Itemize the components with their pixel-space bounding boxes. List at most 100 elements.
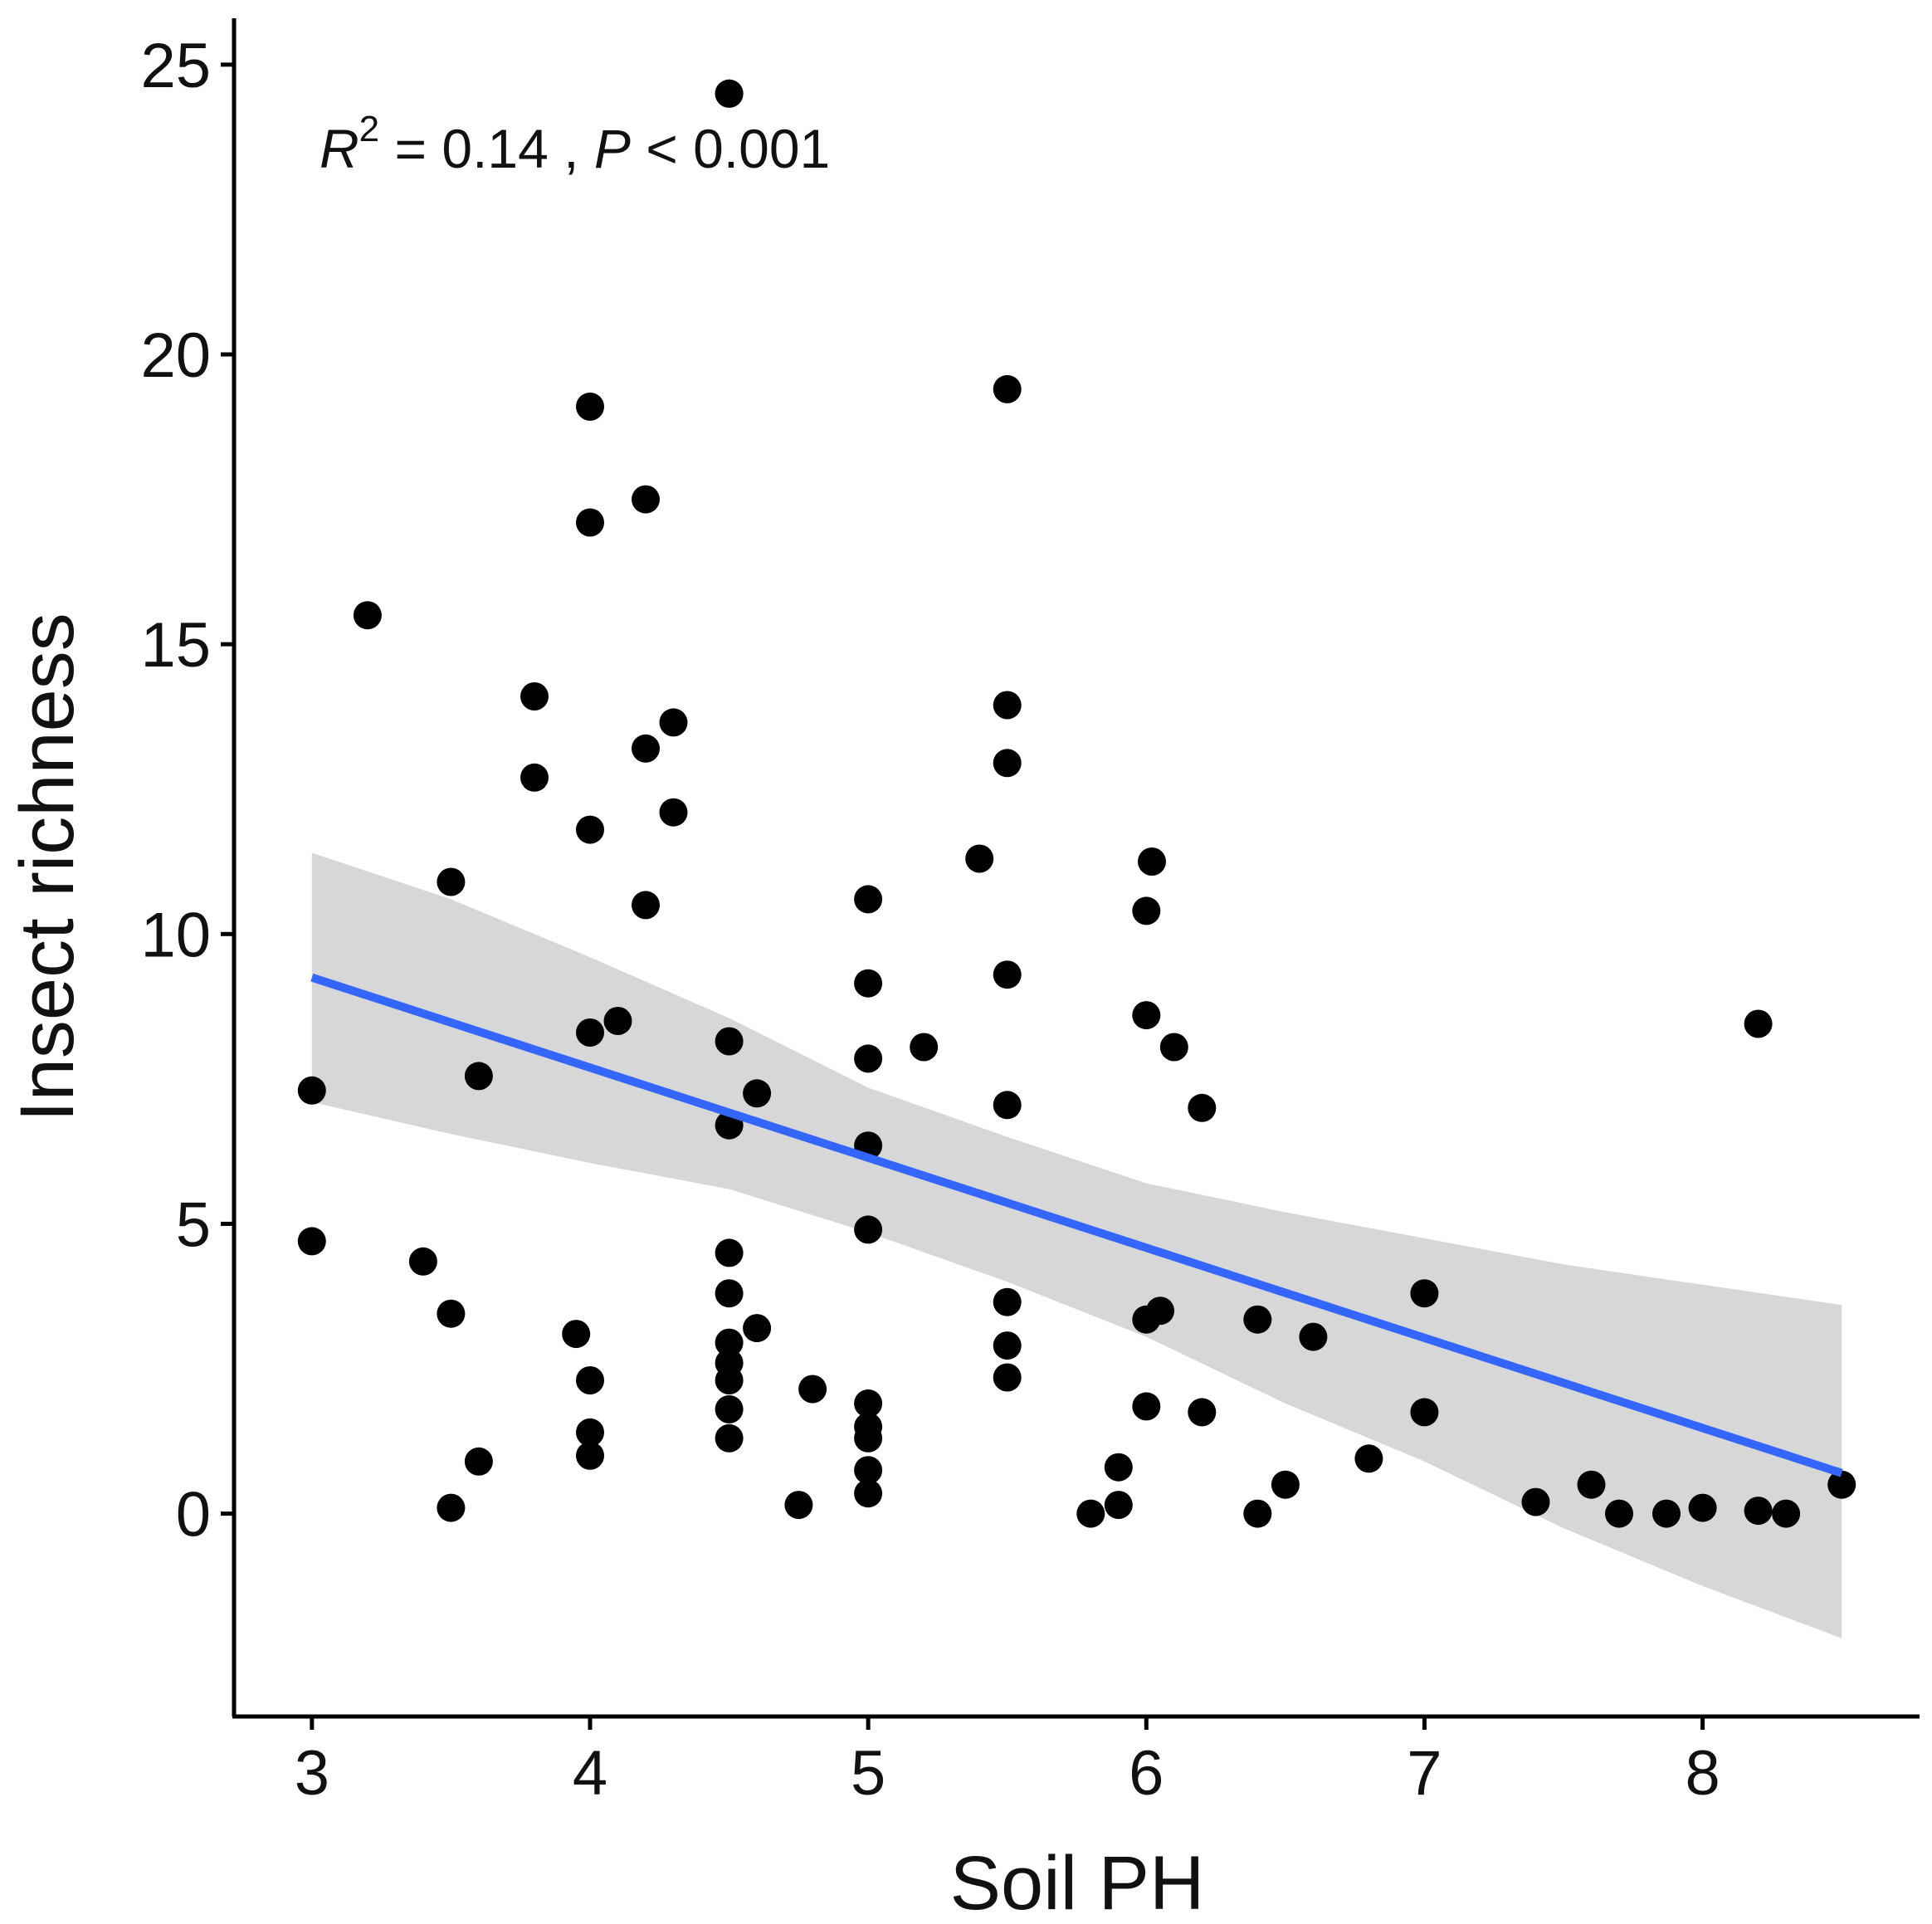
data-point [1410, 1279, 1439, 1308]
regression-annotation: R2 = 0.14 , P < 0.001 [320, 109, 830, 179]
data-point [632, 891, 660, 920]
data-points-layer [297, 79, 1856, 1528]
data-point [715, 1279, 744, 1308]
x-axis-ticks: 3 4 5 6 7 8 [295, 1716, 1720, 1809]
data-point [576, 508, 604, 537]
data-point [437, 867, 466, 896]
data-point [715, 1238, 744, 1267]
data-point [715, 79, 744, 108]
data-point [715, 1027, 744, 1056]
data-point [1138, 847, 1166, 876]
x-tick-label: 8 [1685, 1738, 1720, 1809]
x-tick-label: 4 [573, 1738, 607, 1809]
data-point [1354, 1444, 1383, 1473]
data-point [576, 1441, 604, 1470]
r-squared-exponent: 2 [359, 109, 379, 149]
data-point [1744, 1009, 1773, 1038]
data-point [1104, 1491, 1133, 1520]
data-point [854, 885, 883, 914]
y-tick-label: 20 [140, 320, 211, 391]
x-tick-label: 7 [1407, 1738, 1442, 1809]
data-point [1076, 1499, 1105, 1528]
x-axis-title: Soil PH [950, 1841, 1205, 1924]
data-point [297, 1076, 326, 1105]
data-point [715, 1423, 744, 1453]
data-point [993, 1331, 1022, 1360]
data-point [576, 1366, 604, 1394]
data-point [784, 1491, 813, 1520]
data-point [408, 1247, 437, 1276]
data-point [632, 485, 660, 514]
p-symbol: P [594, 118, 631, 179]
data-point [576, 815, 604, 844]
y-axis-ticks: 0 5 10 15 20 25 [140, 31, 234, 1550]
data-point [659, 798, 688, 827]
confidence-band-layer [311, 852, 1842, 1638]
data-point [1104, 1453, 1133, 1482]
data-point [1132, 1001, 1161, 1030]
r-squared-value: = 0.14 , [379, 118, 594, 179]
data-point [854, 1479, 883, 1508]
x-tick-label: 3 [295, 1738, 329, 1809]
data-point [1772, 1499, 1801, 1528]
y-tick-label: 0 [176, 1480, 211, 1550]
data-point [520, 763, 549, 792]
data-point [659, 708, 688, 737]
data-point [993, 749, 1022, 778]
data-point [993, 1287, 1022, 1316]
data-point [993, 1091, 1022, 1120]
data-point [576, 1018, 604, 1047]
data-point [437, 1299, 466, 1328]
data-point [798, 1375, 827, 1404]
data-point [715, 1394, 744, 1423]
data-point [1243, 1499, 1272, 1528]
data-point [576, 1418, 604, 1447]
data-point [464, 1062, 493, 1091]
data-point [1132, 896, 1161, 925]
data-point [1159, 1033, 1188, 1062]
data-point [1271, 1470, 1300, 1499]
data-point [854, 1215, 883, 1244]
data-point [1577, 1470, 1606, 1499]
data-point [965, 844, 994, 873]
data-point [1243, 1305, 1272, 1334]
data-point [1188, 1398, 1217, 1427]
data-point [353, 601, 382, 630]
regression-line-layer [310, 973, 1843, 1477]
x-tick-label: 6 [1129, 1738, 1164, 1809]
data-point [993, 374, 1022, 403]
data-point [715, 1366, 744, 1394]
data-point [743, 1079, 772, 1108]
data-point [854, 1423, 883, 1453]
data-point [632, 734, 660, 763]
regression-line [310, 973, 1843, 1477]
data-point [297, 1227, 326, 1256]
data-point [993, 960, 1022, 989]
data-point [910, 1033, 939, 1062]
data-point [576, 392, 604, 421]
y-tick-label: 25 [140, 31, 211, 101]
data-point [1132, 1392, 1161, 1421]
data-point [437, 1493, 466, 1522]
data-point [854, 969, 883, 998]
data-point [1521, 1487, 1550, 1516]
data-point [1299, 1322, 1328, 1351]
data-point [1410, 1398, 1439, 1427]
data-point [993, 691, 1022, 720]
data-point [1744, 1497, 1773, 1526]
data-point [715, 1328, 744, 1357]
y-tick-label: 10 [140, 900, 211, 970]
data-point [1605, 1499, 1633, 1528]
data-point [603, 1007, 632, 1035]
data-point [854, 1456, 883, 1485]
y-tick-label: 5 [176, 1189, 211, 1260]
y-tick-label: 15 [140, 610, 211, 681]
data-point [1827, 1470, 1856, 1499]
r-squared-symbol: R [320, 118, 359, 179]
data-point [520, 682, 549, 711]
data-point [854, 1389, 883, 1418]
data-point [1188, 1093, 1217, 1122]
data-point [1146, 1297, 1174, 1326]
data-point [562, 1320, 591, 1349]
